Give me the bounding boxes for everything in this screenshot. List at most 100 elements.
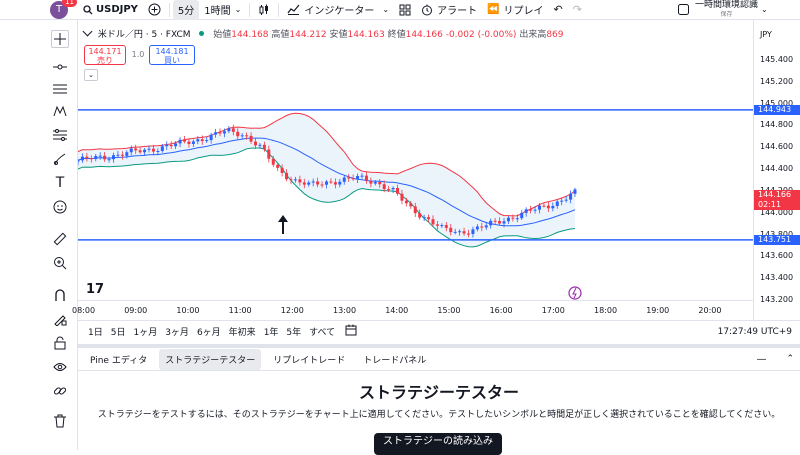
- candle-body: [458, 231, 462, 233]
- tab-replay-trade[interactable]: リプレイトレード: [273, 355, 346, 366]
- candle-body: [564, 199, 568, 201]
- ruler-icon[interactable]: [51, 230, 69, 248]
- price-chart[interactable]: 17: [78, 20, 753, 300]
- candle-body: [493, 220, 497, 222]
- candle-body: [174, 143, 178, 147]
- alarm-clock-icon: [421, 4, 433, 16]
- sell-button[interactable]: 144.171 売り: [84, 45, 126, 65]
- emoji-icon[interactable]: [51, 198, 69, 216]
- chevron-down-icon: ⌄: [234, 5, 242, 14]
- range-button[interactable]: 1ヶ月: [133, 328, 158, 338]
- symbol-label: USDJPY: [96, 4, 138, 15]
- candle-body: [302, 182, 306, 185]
- minimize-panel-icon[interactable]: —: [756, 353, 767, 365]
- price-axis-label: 145.000: [760, 98, 794, 108]
- layout-button[interactable]: 一時間環境認識 保存 ⌄: [673, 0, 773, 20]
- candle-body: [511, 217, 515, 219]
- range-button[interactable]: 5日: [110, 328, 126, 338]
- currency-label[interactable]: JPY: [760, 30, 772, 39]
- candle-body: [475, 226, 479, 230]
- bottom-panel-tabs: Pine エディタ ストラテジーテスター リプレイトレード トレードパネル — …: [78, 344, 800, 370]
- price-axis-label: 143.800: [760, 230, 793, 239]
- candle-body: [325, 181, 328, 185]
- candle-body: [467, 233, 470, 235]
- lock-icon[interactable]: [51, 334, 69, 352]
- undo-button[interactable]: ↶: [549, 0, 568, 20]
- candle-body: [506, 217, 510, 222]
- candle-body: [285, 172, 289, 180]
- range-button[interactable]: 1日: [88, 328, 103, 338]
- candle-body: [387, 189, 391, 191]
- fib-lines-icon[interactable]: [51, 80, 69, 98]
- candle-body: [293, 179, 297, 181]
- chevron-down-icon: ⌄: [760, 5, 768, 14]
- range-button[interactable]: 年初来: [228, 328, 256, 338]
- candle-body: [209, 134, 213, 141]
- alert-button[interactable]: アラート: [416, 0, 482, 20]
- pattern-icon[interactable]: [51, 102, 69, 120]
- legend-collapse-button[interactable]: ⌄: [84, 69, 98, 81]
- lock-drawings-icon[interactable]: [51, 310, 69, 328]
- tab-trade-panel[interactable]: トレードパネル: [363, 355, 427, 366]
- templates-button[interactable]: [394, 0, 416, 20]
- candle-body: [351, 178, 355, 180]
- range-button[interactable]: すべて: [309, 328, 336, 338]
- price-axis-label: 145.400: [760, 55, 794, 64]
- trend-line-icon[interactable]: [51, 58, 69, 76]
- price-axis-label: 144.600: [760, 142, 794, 152]
- tab-strategy-tester[interactable]: ストラテジーテスター: [159, 348, 262, 370]
- time-axis[interactable]: 08:00 09:00 10:00 11:00 12:00 13:00 14:00 15:00…: [72, 300, 753, 320]
- compare-button[interactable]: [143, 0, 166, 20]
- text-icon[interactable]: T: [55, 175, 65, 191]
- eye-icon[interactable]: [51, 358, 69, 376]
- indicators-label: インジケーター: [304, 6, 375, 17]
- redo-button[interactable]: ↷: [568, 0, 587, 20]
- zoom-in-icon[interactable]: [51, 254, 69, 272]
- link-icon[interactable]: [51, 382, 69, 400]
- symbol-search[interactable]: USDJPY: [78, 0, 143, 20]
- range-button[interactable]: 6ヶ月: [196, 328, 221, 338]
- range-button[interactable]: 3ヶ月: [165, 328, 189, 338]
- candle-body: [78, 160, 80, 162]
- time-axis-label: 08:00: [72, 306, 96, 315]
- tab-pine-editor[interactable]: Pine エディタ: [90, 355, 148, 366]
- candle-body: [369, 180, 373, 184]
- chart-type-button[interactable]: [253, 0, 275, 20]
- time-axis-label: 13:00: [333, 306, 357, 315]
- market-status-dot: [199, 31, 205, 36]
- price-axis[interactable]: JPY 145.400 145.200 145.000 144.800 144.600 1…: [753, 20, 800, 320]
- brush-icon[interactable]: [51, 150, 69, 168]
- candle-body: [231, 128, 235, 132]
- candle-body: [440, 225, 444, 227]
- clock-timezone[interactable]: 17:27:49 UTC+9: [717, 326, 792, 337]
- candle-body: [147, 148, 151, 150]
- interval-1h-button[interactable]: 1時間 ⌄: [199, 0, 246, 20]
- low-label: 安値: [329, 30, 348, 40]
- candle-body: [280, 167, 284, 173]
- interval-5m-button[interactable]: 5分: [172, 0, 200, 20]
- magnet-icon[interactable]: [51, 286, 69, 304]
- load-strategy-button[interactable]: ストラテジーの読み込み: [374, 433, 502, 455]
- candles-icon: [258, 4, 270, 16]
- user-avatar[interactable]: T 11: [50, 0, 77, 19]
- calendar-goto-icon[interactable]: [345, 324, 357, 339]
- crosshair-icon[interactable]: [51, 30, 69, 48]
- open-value: 144.168: [231, 30, 269, 40]
- legend-symbol: 米ドル／円 · 5 · FXCM: [97, 30, 191, 40]
- forecast-icon[interactable]: [51, 126, 69, 144]
- candle-body: [98, 155, 102, 157]
- trash-icon[interactable]: [51, 412, 69, 430]
- buy-button[interactable]: 144.181 買い: [149, 45, 195, 65]
- candle-body: [546, 205, 550, 209]
- candle-body: [107, 159, 111, 161]
- range-button[interactable]: 1年: [263, 328, 279, 338]
- indicators-button[interactable]: インジケーター ⌄: [282, 0, 394, 20]
- candle-body: [116, 154, 120, 156]
- lightning-bolt: [572, 287, 577, 299]
- replay-button[interactable]: ⏪ リプレイ: [482, 0, 548, 20]
- candle-body: [524, 209, 528, 213]
- maximize-panel-icon[interactable]: ⌃: [786, 354, 794, 364]
- range-button[interactable]: 5年: [286, 328, 302, 338]
- chart-area[interactable]: 17: [78, 20, 753, 300]
- candle-body: [276, 164, 280, 168]
